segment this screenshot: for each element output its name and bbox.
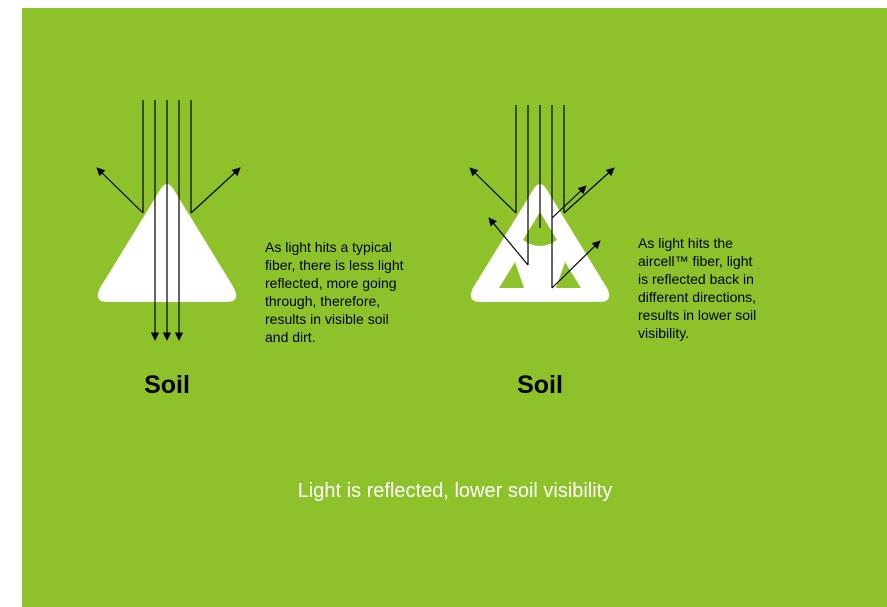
panel — [22, 8, 887, 607]
description-line: visibility. — [638, 325, 689, 341]
caption: Light is reflected, lower soil visibilit… — [298, 480, 613, 502]
description-line: through, therefore, — [265, 293, 380, 309]
description-line: As light hits a typical — [265, 239, 392, 255]
description-line: results in visible soil — [265, 311, 389, 327]
description-line: reflected, more going — [265, 275, 397, 291]
page: Soil As light hits a typical fiber, there… — [0, 0, 887, 607]
description-line: aircell™ fiber, light — [638, 253, 752, 269]
description-line: results in lower soil — [638, 307, 756, 323]
description-line: fiber, there is less light — [265, 257, 404, 273]
description-line: different directions, — [638, 289, 756, 305]
label: Soil — [144, 371, 190, 399]
description-line: is reflected back in — [638, 271, 754, 287]
description-line: As light hits the — [638, 235, 733, 251]
label: Soil — [517, 371, 563, 399]
description-line: and dirt. — [265, 329, 316, 345]
